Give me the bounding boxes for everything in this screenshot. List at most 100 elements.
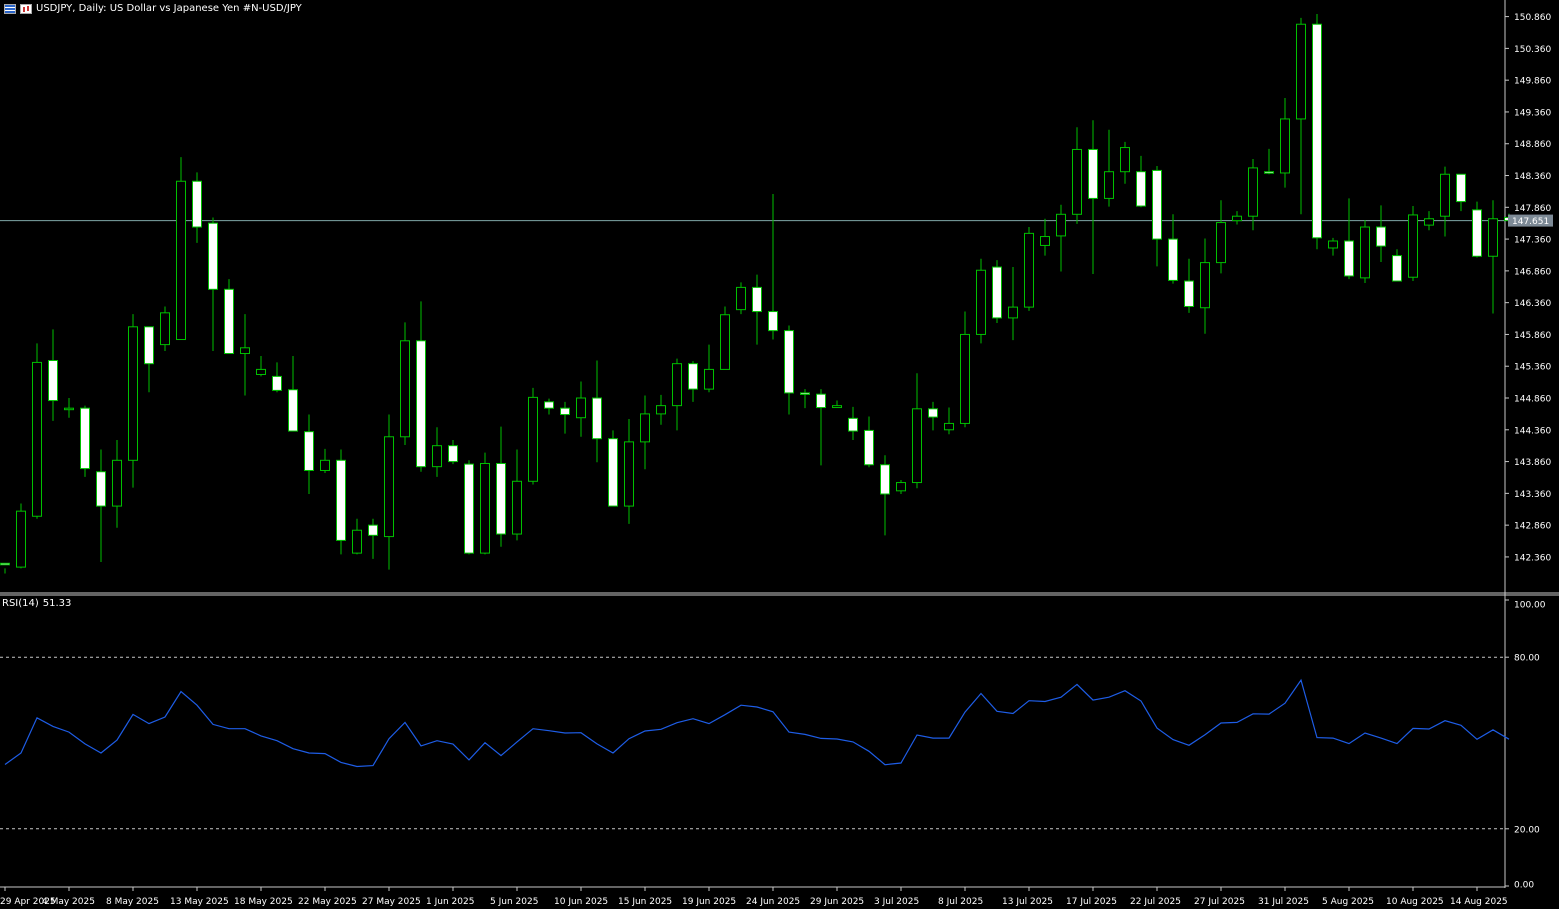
candle-body bbox=[1168, 238, 1178, 281]
candle-body bbox=[928, 408, 938, 418]
price-tick-label: 143.860 bbox=[1514, 458, 1551, 468]
candle-body bbox=[80, 407, 90, 470]
candle bbox=[1344, 198, 1354, 280]
candle-body bbox=[704, 368, 714, 390]
time-tick-label: 10 Jun 2025 bbox=[554, 897, 608, 907]
candle-body bbox=[1488, 218, 1498, 257]
candle bbox=[1408, 206, 1418, 282]
rsi-value: 51.33 bbox=[42, 598, 72, 609]
candle bbox=[16, 503, 26, 569]
grid-icon[interactable] bbox=[4, 3, 16, 14]
chart-header: USDJPY, Daily: US Dollar vs Japanese Yen… bbox=[4, 3, 302, 14]
candle-body bbox=[144, 326, 154, 365]
candle-body bbox=[208, 222, 218, 290]
time-tick-label: 8 Jul 2025 bbox=[938, 897, 983, 907]
rsi-tick-label: 20.00 bbox=[1514, 825, 1540, 835]
candle-body bbox=[1456, 173, 1466, 203]
candle bbox=[288, 356, 298, 432]
candle-body bbox=[256, 368, 266, 375]
candle-body bbox=[1296, 23, 1306, 120]
candle-body bbox=[192, 180, 202, 228]
bars-icon[interactable] bbox=[20, 3, 32, 14]
candle bbox=[560, 401, 570, 434]
time-tick-label: 17 Jul 2025 bbox=[1066, 897, 1117, 907]
price-tick-label: 146.860 bbox=[1514, 267, 1551, 277]
candle-body bbox=[1088, 148, 1098, 199]
candle-body bbox=[32, 361, 42, 517]
candle bbox=[576, 381, 586, 437]
time-tick-label: 15 Jun 2025 bbox=[618, 897, 672, 907]
candle bbox=[672, 358, 682, 431]
candle bbox=[1088, 120, 1098, 275]
candle-body bbox=[608, 438, 618, 507]
candle bbox=[1168, 214, 1178, 284]
price-tick-label: 150.360 bbox=[1514, 45, 1551, 55]
candle bbox=[1328, 237, 1338, 256]
candle bbox=[704, 344, 714, 393]
time-tick-label: 27 May 2025 bbox=[362, 897, 421, 907]
price-tick-label: 148.360 bbox=[1514, 172, 1551, 182]
candle-body bbox=[1472, 209, 1482, 257]
price-tick-label: 142.360 bbox=[1514, 553, 1551, 563]
candle bbox=[64, 398, 74, 418]
time-tick-label: 29 Apr 2025 bbox=[0, 897, 56, 907]
price-tick-label: 144.360 bbox=[1514, 426, 1551, 436]
candle-body bbox=[1136, 171, 1146, 207]
candle-body bbox=[112, 459, 122, 507]
candle bbox=[800, 389, 810, 409]
candles-layer[interactable] bbox=[0, 14, 1514, 574]
candle-body bbox=[1344, 240, 1354, 277]
candle bbox=[1264, 148, 1274, 175]
candle bbox=[768, 193, 778, 340]
candle bbox=[80, 405, 90, 477]
candle-body bbox=[1424, 218, 1434, 226]
candle bbox=[1488, 200, 1498, 314]
time-tick-label: 22 May 2025 bbox=[298, 897, 357, 907]
candle-body bbox=[0, 562, 10, 566]
candle-body bbox=[1360, 226, 1370, 279]
candle-body bbox=[1152, 169, 1162, 240]
time-tick-label: 24 Jun 2025 bbox=[746, 897, 800, 907]
candle bbox=[1280, 97, 1290, 188]
candle-body bbox=[1264, 171, 1274, 174]
rsi-tick-label: 100.00 bbox=[1514, 601, 1546, 611]
candle bbox=[544, 398, 554, 415]
candle bbox=[1104, 129, 1114, 207]
candle bbox=[160, 306, 170, 351]
candle-body bbox=[384, 436, 394, 538]
candle-body bbox=[224, 288, 234, 355]
candle bbox=[224, 279, 234, 355]
candle-body bbox=[128, 326, 138, 461]
price-tick-label: 148.860 bbox=[1514, 140, 1551, 150]
candle bbox=[832, 400, 842, 409]
candle-body bbox=[368, 524, 378, 536]
candle bbox=[112, 439, 122, 528]
candle bbox=[320, 448, 330, 474]
candle bbox=[752, 274, 762, 345]
candle-body bbox=[304, 431, 314, 471]
candle bbox=[32, 343, 42, 519]
candle-body bbox=[752, 286, 762, 313]
candle-body bbox=[336, 459, 346, 541]
candle bbox=[688, 361, 698, 402]
candle-body bbox=[1120, 147, 1130, 173]
candle-body bbox=[896, 482, 906, 492]
rsi-panel: 100.00 80.00 20.00 0.00 bbox=[0, 599, 1546, 891]
candle bbox=[912, 373, 922, 489]
candle-body bbox=[784, 330, 794, 394]
candle-body bbox=[1232, 215, 1242, 222]
candle-body bbox=[272, 375, 282, 391]
rsi-label: RSI(14) 51.33 bbox=[2, 598, 71, 609]
candle bbox=[1120, 141, 1130, 184]
candle bbox=[272, 362, 282, 393]
candle bbox=[880, 455, 890, 536]
candle-body bbox=[1440, 173, 1450, 217]
candle-body bbox=[320, 459, 330, 471]
time-tick-label: 5 Aug 2025 bbox=[1322, 897, 1374, 907]
candle-body bbox=[848, 417, 858, 432]
candle bbox=[1312, 14, 1322, 250]
candle-body bbox=[1056, 213, 1066, 237]
price-tick-label: 142.860 bbox=[1514, 522, 1551, 532]
candle bbox=[128, 314, 138, 488]
